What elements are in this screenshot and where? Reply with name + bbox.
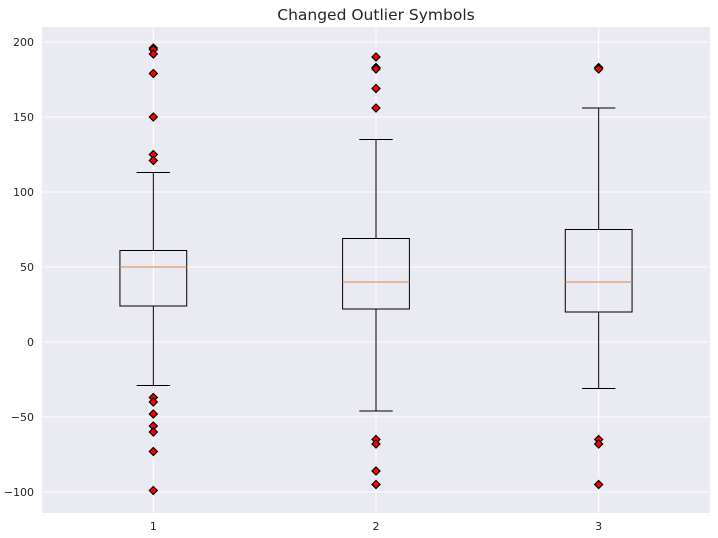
x-tick-label: 1 xyxy=(150,520,157,533)
y-tick-label: 200 xyxy=(13,36,34,49)
box-iqr xyxy=(119,250,188,307)
boxes xyxy=(119,43,633,496)
outlier-point xyxy=(593,439,604,449)
outlier-point xyxy=(371,439,381,449)
outlier-point xyxy=(148,409,159,419)
outlier-point xyxy=(593,479,604,490)
outlier-point xyxy=(148,427,159,437)
y-tick-label: 100 xyxy=(13,186,34,199)
y-tick-label: 150 xyxy=(13,111,34,124)
x-tick-label: 2 xyxy=(373,520,380,533)
y-tick-label: −50 xyxy=(11,411,34,424)
x-axis-ticks: 1 2 3 xyxy=(150,520,602,533)
box-group-2 xyxy=(342,52,410,490)
box-iqr xyxy=(342,238,410,310)
outlier-point xyxy=(148,112,159,122)
box-iqr xyxy=(564,229,633,313)
y-tick-label: 50 xyxy=(20,261,34,274)
outlier-point xyxy=(148,49,159,59)
box-group-3 xyxy=(564,62,633,490)
outlier-point xyxy=(593,64,604,74)
y-tick-label: 0 xyxy=(27,336,34,349)
outlier-point xyxy=(371,64,381,74)
y-axis-ticks: −100 −50 0 50 100 150 200 xyxy=(4,36,34,499)
outlier-point xyxy=(371,466,381,476)
outlier-point xyxy=(148,485,159,496)
outlier-point xyxy=(148,397,159,407)
outlier-point xyxy=(371,103,381,113)
outlier-point xyxy=(371,83,381,94)
chart-title: Changed Outlier Symbols xyxy=(277,6,474,24)
y-tick-label: −100 xyxy=(4,486,34,499)
outlier-point xyxy=(148,446,159,457)
x-tick-label: 3 xyxy=(595,520,602,533)
box-group-1 xyxy=(119,43,188,496)
outlier-point xyxy=(148,155,159,166)
outlier-point xyxy=(371,479,381,490)
outlier-point xyxy=(148,68,159,79)
outlier-point xyxy=(371,52,381,62)
